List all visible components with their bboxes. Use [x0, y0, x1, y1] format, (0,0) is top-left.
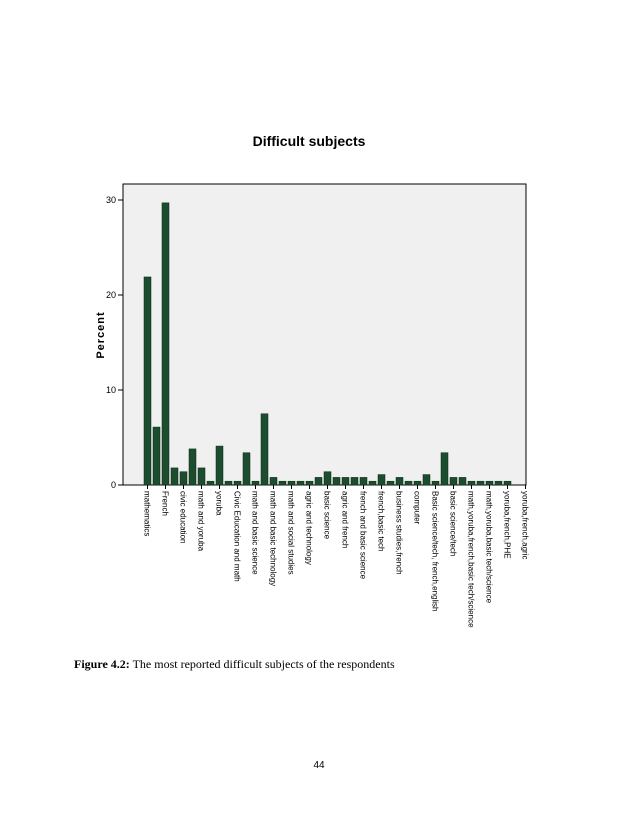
x-tick-label: math and basic science: [251, 491, 260, 575]
x-tick-label: math and social studies: [287, 491, 296, 575]
bar: [314, 477, 323, 486]
figure-caption: Figure 4.2: The most reported difficult …: [74, 657, 395, 672]
bar: [287, 480, 296, 486]
bar: [260, 413, 269, 486]
bar-series: [143, 202, 512, 486]
bar: [179, 471, 188, 486]
x-tick-label: math and basic technology: [269, 491, 278, 586]
bar: [278, 480, 287, 486]
bar: [197, 467, 206, 486]
bar: [152, 426, 161, 486]
x-tick-label: french,basic tech: [377, 491, 386, 551]
bar: [332, 477, 341, 486]
bar: [503, 480, 512, 486]
bar: [233, 480, 242, 486]
x-tick-label: math,yoruba,french,basic tech/science: [467, 491, 476, 628]
x-tick-label: French: [161, 491, 170, 516]
y-axis: 0 10 20 30: [106, 195, 123, 490]
figure-caption-label: Figure 4.2:: [74, 657, 130, 671]
bar: [476, 480, 485, 486]
y-axis-label: Percent: [95, 311, 107, 358]
bar: [449, 477, 458, 486]
figure-caption-text: The most reported difficult subjects of …: [132, 657, 395, 671]
bar: [467, 480, 476, 486]
bar: [296, 480, 305, 486]
bar: [305, 480, 314, 486]
x-tick-label: agric and french: [341, 491, 350, 548]
x-tick-label: yoruba,french,agric: [521, 491, 530, 559]
x-tick-label: math,yoruba,basic tech/science: [485, 491, 494, 604]
x-tick-label: yoruba,french,PHE: [503, 491, 512, 559]
bar: [485, 480, 494, 486]
x-tick-label: math and yoruba: [197, 491, 206, 552]
x-axis-tick-labels: mathematics French civic education math and…: [143, 485, 530, 628]
x-tick-label: civic education: [179, 491, 188, 543]
x-tick-label: agric and technology: [305, 491, 314, 565]
bar: [386, 480, 395, 486]
bar: [440, 452, 449, 486]
bar: [242, 452, 251, 486]
bar: [251, 480, 260, 486]
x-tick-label: basic science/tech: [449, 491, 458, 556]
x-tick-label: mathematics: [143, 491, 152, 536]
x-tick-label: computer: [413, 491, 422, 525]
chart-title: Difficult subjects: [253, 133, 366, 149]
bar: [224, 480, 233, 486]
x-tick-label: business studies,french: [395, 491, 404, 575]
y-tick-label: 30: [106, 195, 116, 205]
bar: [188, 448, 197, 486]
bar: [494, 480, 503, 486]
bar: [143, 276, 152, 486]
bar: [413, 480, 422, 486]
bar: [431, 480, 440, 486]
y-tick-label: 20: [106, 290, 116, 300]
bar: [206, 480, 215, 486]
bar: [215, 445, 224, 486]
bar: [395, 477, 404, 486]
y-tick-label: 0: [111, 480, 116, 490]
plot-area: [122, 183, 527, 486]
bar: [377, 474, 386, 486]
bar: [350, 477, 359, 486]
page-number: 44: [313, 760, 325, 771]
x-tick-label: yoruba: [215, 491, 224, 516]
bar: [341, 477, 350, 486]
x-tick-label: french and basic science: [359, 491, 368, 580]
x-tick-label: basic science: [323, 491, 332, 540]
bar: [422, 474, 431, 486]
bar: [404, 480, 413, 486]
bar: [269, 477, 278, 486]
x-tick-label: Civic Education and math: [233, 491, 242, 582]
bar: [359, 477, 368, 486]
x-tick-label: Basic science/tech, french,english: [431, 491, 440, 612]
bar: [170, 467, 179, 486]
bar: [323, 471, 332, 486]
bar: [368, 480, 377, 486]
y-tick-label: 10: [106, 385, 116, 395]
bar: [161, 202, 170, 486]
bar: [458, 477, 467, 486]
